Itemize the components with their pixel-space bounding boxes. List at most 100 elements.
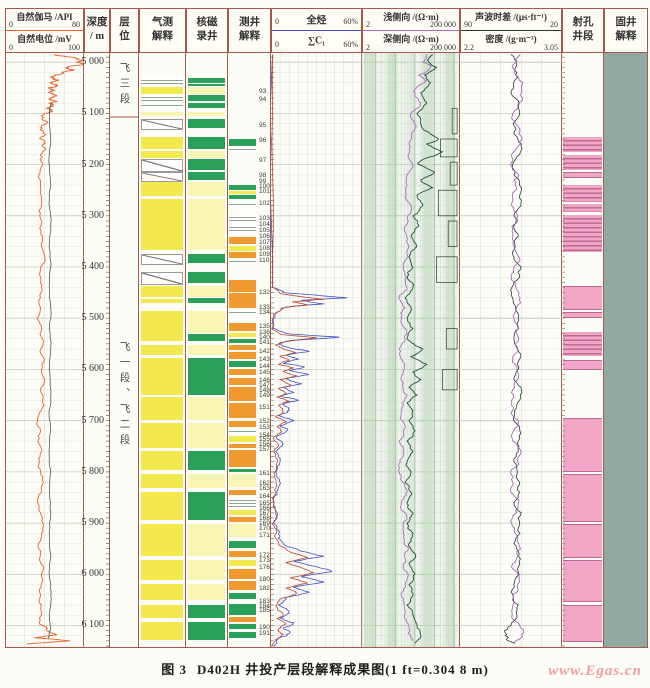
- zone-number: 108: [259, 245, 270, 253]
- nmr-band: [188, 95, 225, 102]
- log-interp-band: [229, 450, 256, 467]
- nmr-band: [188, 182, 225, 197]
- zone-number: 145: [259, 369, 270, 377]
- track-gas-interp: [139, 53, 186, 648]
- log-interp-band: [229, 191, 256, 195]
- log-interp-band: [229, 497, 256, 507]
- log-interp-band: [229, 468, 256, 472]
- zone-number: 109: [259, 251, 270, 259]
- zone-number: 94: [259, 96, 267, 104]
- perforation-band: [563, 524, 602, 559]
- gas-band: [141, 172, 183, 182]
- zone-number: 163: [259, 485, 270, 493]
- zone-number: 146: [259, 377, 270, 385]
- den-max: 3.05: [544, 43, 558, 52]
- header-horizon: 层 位: [110, 8, 139, 53]
- nmr-band: [188, 83, 225, 87]
- perforation-band: [563, 185, 602, 202]
- nmr-band: [188, 254, 225, 263]
- log-interp-band: [229, 403, 256, 418]
- gas-band: [141, 345, 183, 356]
- gas-header-line1: 气测: [152, 17, 173, 29]
- log-interp-band: [229, 332, 256, 337]
- nmr-band: [188, 358, 225, 396]
- zone-number: 106: [259, 233, 270, 241]
- log-interp-band: [229, 369, 256, 376]
- header-depth: 深度 / m: [84, 8, 110, 53]
- nmr-band: [188, 560, 225, 581]
- zone-number: 133: [259, 304, 270, 311]
- gas-band: [141, 524, 183, 557]
- gas-band: [141, 286, 183, 298]
- perforation-header-line1: 射孔: [572, 17, 594, 29]
- zone-number: 161: [259, 470, 270, 478]
- nmr-band: [188, 112, 225, 116]
- c1-max: 60%: [343, 40, 358, 49]
- zone-number: 104: [259, 221, 270, 229]
- gas-band: [141, 112, 183, 116]
- den-scale-row: 密度 /(g·m⁻³) 2.2 3.05: [461, 31, 561, 53]
- zone-number: 140: [259, 334, 270, 342]
- gr-min: 0: [9, 20, 13, 29]
- zone-number: 99: [259, 178, 267, 186]
- nmr-band: [188, 199, 225, 251]
- nmr-band: [188, 492, 225, 521]
- log-interp-band: [229, 361, 256, 368]
- depth-label: 5 500: [81, 312, 105, 324]
- zone-number: 101: [259, 188, 270, 196]
- zone-number: 96: [259, 137, 267, 145]
- header-sonic-density: 声波时差 /(μs·ft⁻¹) 90 20 密度 /(g·m⁻³) 2.2 3.…: [460, 8, 562, 53]
- ac-max: 20: [550, 20, 558, 29]
- depth-label: 5 200: [81, 158, 105, 170]
- log-interp-band: [229, 185, 256, 191]
- depth-label: 5 600: [81, 363, 105, 375]
- figure-caption: 图 3 D402H 井投产层段解释成果图(1 ft=0.304 8 m): [0, 659, 650, 678]
- zone-number: 152: [259, 418, 270, 426]
- log-interp-band: [229, 259, 256, 264]
- gas-band: [141, 103, 183, 109]
- track-nmr: [186, 53, 228, 648]
- nmr-band: [188, 298, 225, 304]
- perforation-band: [563, 172, 602, 179]
- gas-header-line2: 解释: [152, 31, 173, 42]
- gas-band: [141, 78, 183, 87]
- track-hydrocarbon: [271, 53, 362, 648]
- nmr-band: [188, 103, 225, 109]
- depth-header-line2: / m: [89, 31, 105, 42]
- gas-band: [141, 199, 183, 251]
- perforation-band: [563, 360, 602, 371]
- nmr-band: [188, 423, 225, 449]
- perforation-band: [563, 560, 602, 603]
- log-interp-band: [229, 323, 256, 331]
- zone-number: 168: [259, 515, 270, 523]
- track-cementing: [604, 53, 648, 648]
- perforation-band: [563, 215, 602, 253]
- zone-number: 98: [259, 172, 267, 180]
- log-interp-header-line1: 测井: [239, 17, 260, 29]
- gr-max: 80: [72, 20, 80, 29]
- log-interp-band: [229, 251, 256, 258]
- gas-band: [141, 299, 183, 304]
- gas-band: [141, 583, 183, 601]
- zone-number: 183: [259, 598, 270, 606]
- zone-number: 95: [259, 122, 267, 130]
- perforation-band: [563, 204, 602, 213]
- log-interp-band: [229, 474, 256, 488]
- depth-label: 5 700: [81, 414, 105, 426]
- zone-number: 107: [259, 239, 270, 247]
- perforation-band: [563, 155, 602, 171]
- zone-number: 132: [259, 289, 270, 297]
- lld-scale-row: 深侧向 /(Ω·m) 2 200 000: [363, 31, 459, 53]
- track-depth: 5 000 5 100 5 200 5 300 5 400 5 500 5 600 5 700…: [81, 53, 110, 648]
- zone-number: 190: [259, 624, 270, 632]
- zone-number: 151: [259, 404, 270, 412]
- perforation-band: [563, 137, 602, 153]
- zone-number: 100: [259, 183, 270, 191]
- gas-band: [141, 492, 183, 521]
- zone-number: 149: [259, 392, 270, 400]
- tg-scale-row: 全烃 0 60%: [272, 9, 361, 31]
- zone-number: 136: [259, 329, 270, 337]
- zone-number: 173: [259, 557, 270, 565]
- log-interp-band: [229, 516, 256, 522]
- header-nmr: 核磁 录井: [186, 8, 228, 53]
